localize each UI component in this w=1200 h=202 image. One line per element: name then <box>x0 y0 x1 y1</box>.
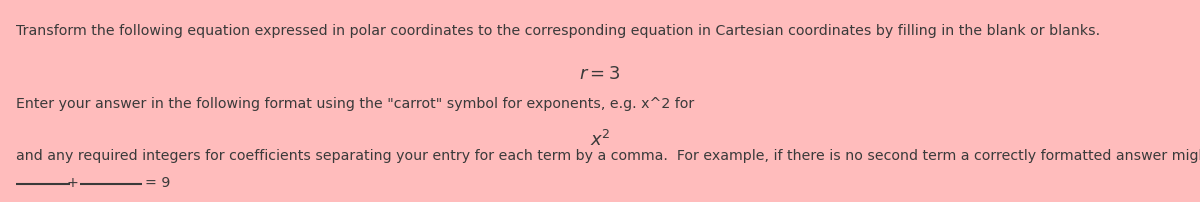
Text: and any required integers for coefficients separating your entry for each term b: and any required integers for coefficien… <box>16 149 1200 163</box>
Text: Enter your answer in the following format using the "carrot" symbol for exponent: Enter your answer in the following forma… <box>16 97 694 111</box>
Text: = 9: = 9 <box>145 176 170 190</box>
Text: Transform the following equation expressed in polar coordinates to the correspon: Transform the following equation express… <box>16 24 1099 38</box>
Text: $x^2$: $x^2$ <box>589 130 611 150</box>
Text: $r = 3$: $r = 3$ <box>580 65 620 83</box>
Text: +: + <box>66 176 78 190</box>
